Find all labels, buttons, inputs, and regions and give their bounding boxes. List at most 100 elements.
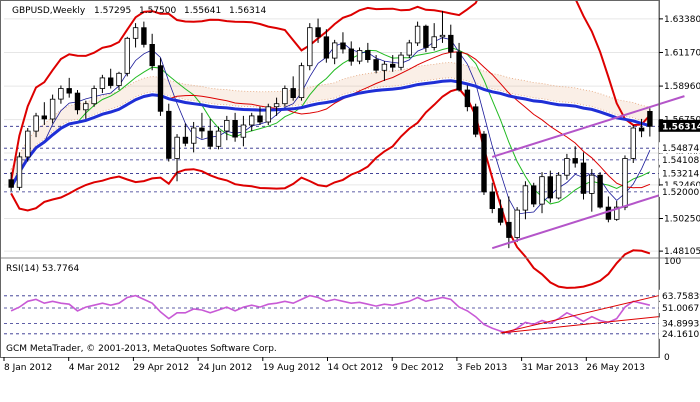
time-tick-label: 8 Jan 2012 <box>4 363 52 373</box>
channel-upper <box>491 95 685 158</box>
rsi-level-label-bg <box>659 317 700 329</box>
level-label-bg <box>658 119 700 132</box>
candle-body <box>647 111 653 127</box>
ohlc-open: 1.57295 <box>94 6 131 16</box>
level-label-bg <box>659 167 700 179</box>
candle-body <box>315 27 321 38</box>
candle-body <box>265 106 271 123</box>
candle-body <box>522 185 529 211</box>
candle-body <box>91 88 97 105</box>
level-label-bg <box>659 142 700 154</box>
bollinger-lower <box>10 87 651 289</box>
time-tick-label: 26 May 2013 <box>586 363 645 373</box>
candle-body <box>340 42 346 50</box>
candle-body <box>83 103 89 111</box>
level-label: 1.54108 <box>662 156 699 166</box>
ohlc-high: 1.57500 <box>139 6 176 16</box>
candle-body <box>124 37 130 74</box>
indicator-overlays <box>9 0 651 289</box>
candle-body <box>572 158 578 164</box>
candle-body <box>331 42 338 59</box>
candle-body <box>497 208 504 223</box>
candle-body <box>456 51 462 91</box>
time-tick-label: 31 Mar 2013 <box>522 363 579 373</box>
candle-body <box>555 174 562 199</box>
time-tick-label: 3 Feb 2013 <box>457 363 507 373</box>
candle-body <box>539 176 545 205</box>
candle-body <box>166 110 172 159</box>
bollinger-upper <box>10 0 651 182</box>
candle-body <box>273 103 280 108</box>
ohlc-low: 1.55641 <box>184 6 221 16</box>
rsi-level-label-bg <box>659 289 700 301</box>
candle-body <box>257 115 263 123</box>
candle-body <box>307 27 313 67</box>
candle-body <box>108 77 114 86</box>
candle-body <box>282 88 288 105</box>
ohlc-close: 1.56314 <box>229 6 266 16</box>
level-label-bg <box>659 185 700 197</box>
candle-body <box>25 130 31 158</box>
candle-body <box>464 89 471 108</box>
level-label-bg <box>659 153 700 165</box>
rsi-level-label: 51.00671 <box>662 304 700 314</box>
candle-body <box>174 136 180 159</box>
candle-body <box>605 206 612 220</box>
candle-body <box>589 174 595 194</box>
candle-body <box>182 136 189 144</box>
time-tick-label: 29 Apr 2012 <box>133 363 189 373</box>
candle-body <box>489 191 495 209</box>
candle-body <box>547 176 553 199</box>
rsi-level-label: 24.16107 <box>662 330 700 340</box>
price-tick-label: 1.58960 <box>664 82 700 92</box>
candle-body <box>472 106 479 135</box>
horizontal-levels <box>4 125 659 193</box>
time-tick-label: 24 Jun 2012 <box>198 363 252 373</box>
trend-channels <box>491 95 685 250</box>
candle-body <box>406 42 412 56</box>
candle-body <box>16 156 23 188</box>
candle-body <box>564 158 570 176</box>
rsi-title: RSI(14) 53.7764 <box>6 264 79 274</box>
chart-title: GBPUSD,Weekly <box>12 6 86 16</box>
candle-body <box>414 25 421 44</box>
candle-body <box>141 27 147 45</box>
candle-body <box>373 59 379 71</box>
footer-copyright: GCM MetaTrader, © 2001-2013, MetaQuotes … <box>6 344 277 354</box>
candle-body <box>74 92 81 111</box>
candle-body <box>58 88 64 100</box>
time-tick-label: 4 Mar 2012 <box>69 363 120 373</box>
rsi-line <box>10 294 651 334</box>
rsi-panel <box>0 257 700 335</box>
level-label: 1.54874 <box>662 144 699 154</box>
time-axis: 8 Jan 2012 4 Mar 2012 29 Apr 2012 24 Jun 20… <box>3 357 645 373</box>
candle-body <box>41 115 47 120</box>
candle-body <box>190 127 197 144</box>
rsi-level-label: 63.75839 <box>662 292 700 302</box>
time-tick-label: 14 Oct 2012 <box>328 363 384 373</box>
rsi-level-label-bg <box>659 327 700 339</box>
candle-body <box>638 127 645 132</box>
price-tick-label: 1.48105 <box>664 247 700 257</box>
candle-body <box>215 130 222 147</box>
candle-body <box>431 36 437 48</box>
price-tick-label: 1.50250 <box>664 215 700 225</box>
candlesticks <box>8 10 653 249</box>
candle-body <box>232 120 238 138</box>
candle-body <box>439 34 446 38</box>
candle-body <box>506 221 512 238</box>
candle-body <box>531 185 537 205</box>
candle-body <box>33 115 39 132</box>
price-tick-label: 1.61170 <box>664 48 700 58</box>
rsi-channel-upper <box>500 295 660 334</box>
candle-body <box>356 50 363 62</box>
rsi-channel-lower <box>500 316 660 334</box>
candle-body <box>597 174 603 208</box>
candle-body <box>630 127 636 159</box>
candle-body <box>290 88 296 99</box>
candle-body <box>207 130 213 147</box>
candle-body <box>49 98 56 120</box>
candle-body <box>514 209 520 238</box>
